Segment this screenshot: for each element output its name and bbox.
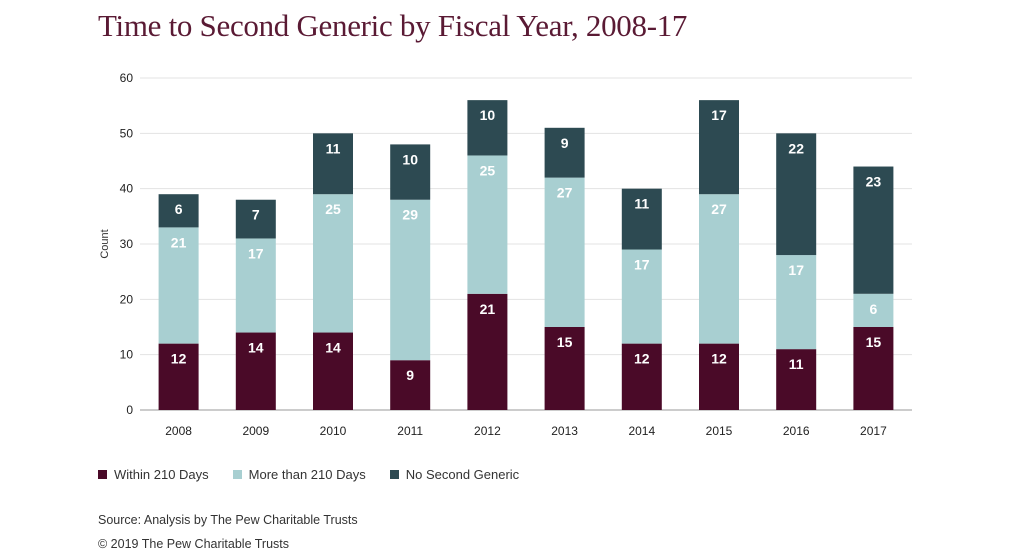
bar-value-label: 23 (866, 174, 882, 190)
bar-segment (313, 194, 353, 333)
bar-value-label: 14 (325, 340, 341, 356)
bar-segment (390, 144, 431, 200)
x-tick-label: 2017 (860, 424, 887, 438)
legend-swatch-more (232, 470, 242, 479)
source-note: Source: Analysis by The Pew Charitable T… (98, 513, 358, 527)
bar-segment (467, 155, 508, 294)
bar-value-label: 10 (402, 151, 418, 167)
bar-value-label: 12 (171, 351, 187, 367)
x-tick-label: 2011 (397, 424, 423, 438)
bar-segment (544, 327, 585, 410)
y-tick-label: 0 (126, 403, 133, 417)
x-tick-label: 2015 (706, 424, 733, 438)
bar-segment (621, 188, 662, 250)
y-axis-label: Count (99, 229, 111, 258)
bar-value-label: 15 (557, 334, 573, 350)
bar-segment (544, 127, 585, 178)
x-tick-label: 2012 (474, 424, 501, 438)
bar-value-label: 6 (870, 301, 878, 317)
bar-segment (313, 332, 353, 410)
bar-value-label: 11 (326, 140, 341, 156)
copyright-note: © 2019 The Pew Charitable Trusts (98, 537, 290, 551)
bar-value-label: 11 (789, 356, 804, 372)
bar-value-label: 14 (248, 340, 264, 356)
bar-value-label: 27 (711, 201, 727, 217)
bar-value-label: 21 (480, 301, 496, 317)
bar-segment (776, 255, 817, 350)
x-tick-label: 2009 (242, 424, 269, 438)
bar-value-label: 10 (480, 107, 496, 123)
bar-value-label: 29 (402, 207, 418, 223)
bar-value-label: 7 (252, 207, 260, 223)
y-tick-label: 30 (120, 237, 134, 251)
y-tick-label: 60 (120, 71, 134, 85)
legend-swatch-none (389, 470, 399, 479)
bar-segment (699, 194, 739, 344)
bar-segment (621, 343, 662, 410)
legend-item-within: Within 210 Days (98, 467, 209, 482)
legend-item-none: No Second Generic (389, 467, 520, 482)
y-axis-ticks: 0 10 20 30 40 50 60 (120, 71, 134, 417)
bar-segment (390, 199, 431, 361)
bar-segment (235, 332, 276, 410)
x-axis-ticks: 2008 2009 2010 2011 2012 2013 2014 2015 2016 2017 (165, 424, 887, 438)
bar-value-label: 22 (788, 140, 804, 156)
bar-segment (158, 343, 199, 410)
legend-label-none: No Second Generic (405, 467, 520, 482)
bar-value-label: 21 (171, 234, 187, 250)
legend-swatch-within (98, 470, 107, 479)
x-tick-label: 2013 (551, 424, 578, 438)
bar-segment (467, 293, 508, 410)
bar-segment (390, 360, 431, 410)
bar-segment (853, 166, 894, 294)
bar-value-label: 6 (175, 201, 183, 217)
bar-value-label: 15 (866, 334, 882, 350)
legend-label-within: Within 210 Days (114, 467, 209, 482)
bar-segment (158, 227, 199, 344)
bar-segment (776, 349, 817, 410)
bar-segment (235, 199, 276, 239)
bar-segment (544, 177, 585, 327)
bars: 12 21 6 14 17 7 14 25 11 9 29 10 21 25 10 15 27 9 12 17 11 12… (158, 100, 894, 410)
bar-segment (313, 133, 353, 195)
bar-segment (853, 327, 894, 410)
legend-label-more: More than 210 Days (248, 467, 366, 482)
bar-value-label: 9 (406, 367, 414, 383)
y-tick-label: 20 (120, 292, 134, 306)
x-tick-label: 2016 (783, 424, 810, 438)
bar-segment (853, 293, 894, 327)
bar-value-label: 17 (711, 107, 727, 123)
bar-segment (621, 249, 662, 344)
bar-value-label: 9 (561, 135, 569, 151)
x-tick-label: 2008 (165, 424, 192, 438)
y-tick-label: 10 (120, 348, 134, 362)
y-axis-title: Count (99, 229, 111, 258)
legend-item-more: More than 210 Days (232, 467, 366, 482)
bar-value-label: 12 (634, 351, 650, 367)
bar-segment (467, 100, 508, 156)
bar-segment (776, 133, 817, 256)
bar-segment (699, 343, 739, 410)
y-tick-label: 40 (120, 182, 134, 196)
bar-value-label: 17 (788, 262, 804, 278)
bar-value-label: 25 (325, 201, 341, 217)
chart-title: Time to Second Generic by Fiscal Year, 2… (98, 8, 688, 43)
bar-value-label: 17 (248, 245, 264, 261)
bar-value-label: 17 (634, 257, 650, 273)
bar-value-label: 11 (634, 196, 649, 212)
bar-segment (235, 238, 276, 333)
bar-segment (699, 100, 739, 195)
legend: Within 210 Days More than 210 Days No Se… (98, 467, 543, 482)
bar-value-label: 25 (480, 162, 496, 178)
x-tick-label: 2014 (628, 424, 655, 438)
y-tick-label: 50 (120, 126, 134, 140)
bar-segment (158, 194, 199, 228)
bar-value-label: 12 (711, 351, 727, 367)
bar-value-label: 27 (557, 185, 573, 201)
x-tick-label: 2010 (320, 424, 347, 438)
